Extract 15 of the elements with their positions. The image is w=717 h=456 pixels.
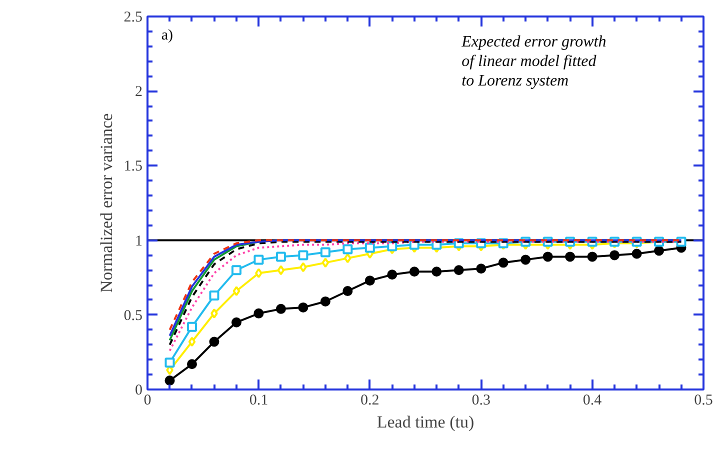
y-axis-title: Normalized error variance — [96, 113, 116, 293]
annotation: Expected error growth of linear model fitted to Lorenz system — [460, 33, 606, 90]
x-tick-label: 0.3 — [472, 392, 490, 408]
y-tick-label: 1.5 — [124, 158, 142, 175]
y-tick-label: 2 — [135, 84, 142, 100]
x-tick-label: 0.4 — [582, 392, 602, 408]
x-tick-label: 0.5 — [694, 392, 713, 408]
x-axis-title: Lead time (tu) — [376, 412, 474, 432]
y-tick-label: 0.5 — [124, 308, 142, 324]
y-tick-label: 0 — [135, 382, 142, 398]
y-tick-label: 2.5 — [124, 10, 142, 26]
x-tick-label: 0.2 — [360, 392, 380, 408]
x-tick-label: 0.1 — [249, 392, 268, 408]
y-tick-label: 1 — [135, 233, 142, 250]
annotation: a) — [161, 28, 174, 44]
